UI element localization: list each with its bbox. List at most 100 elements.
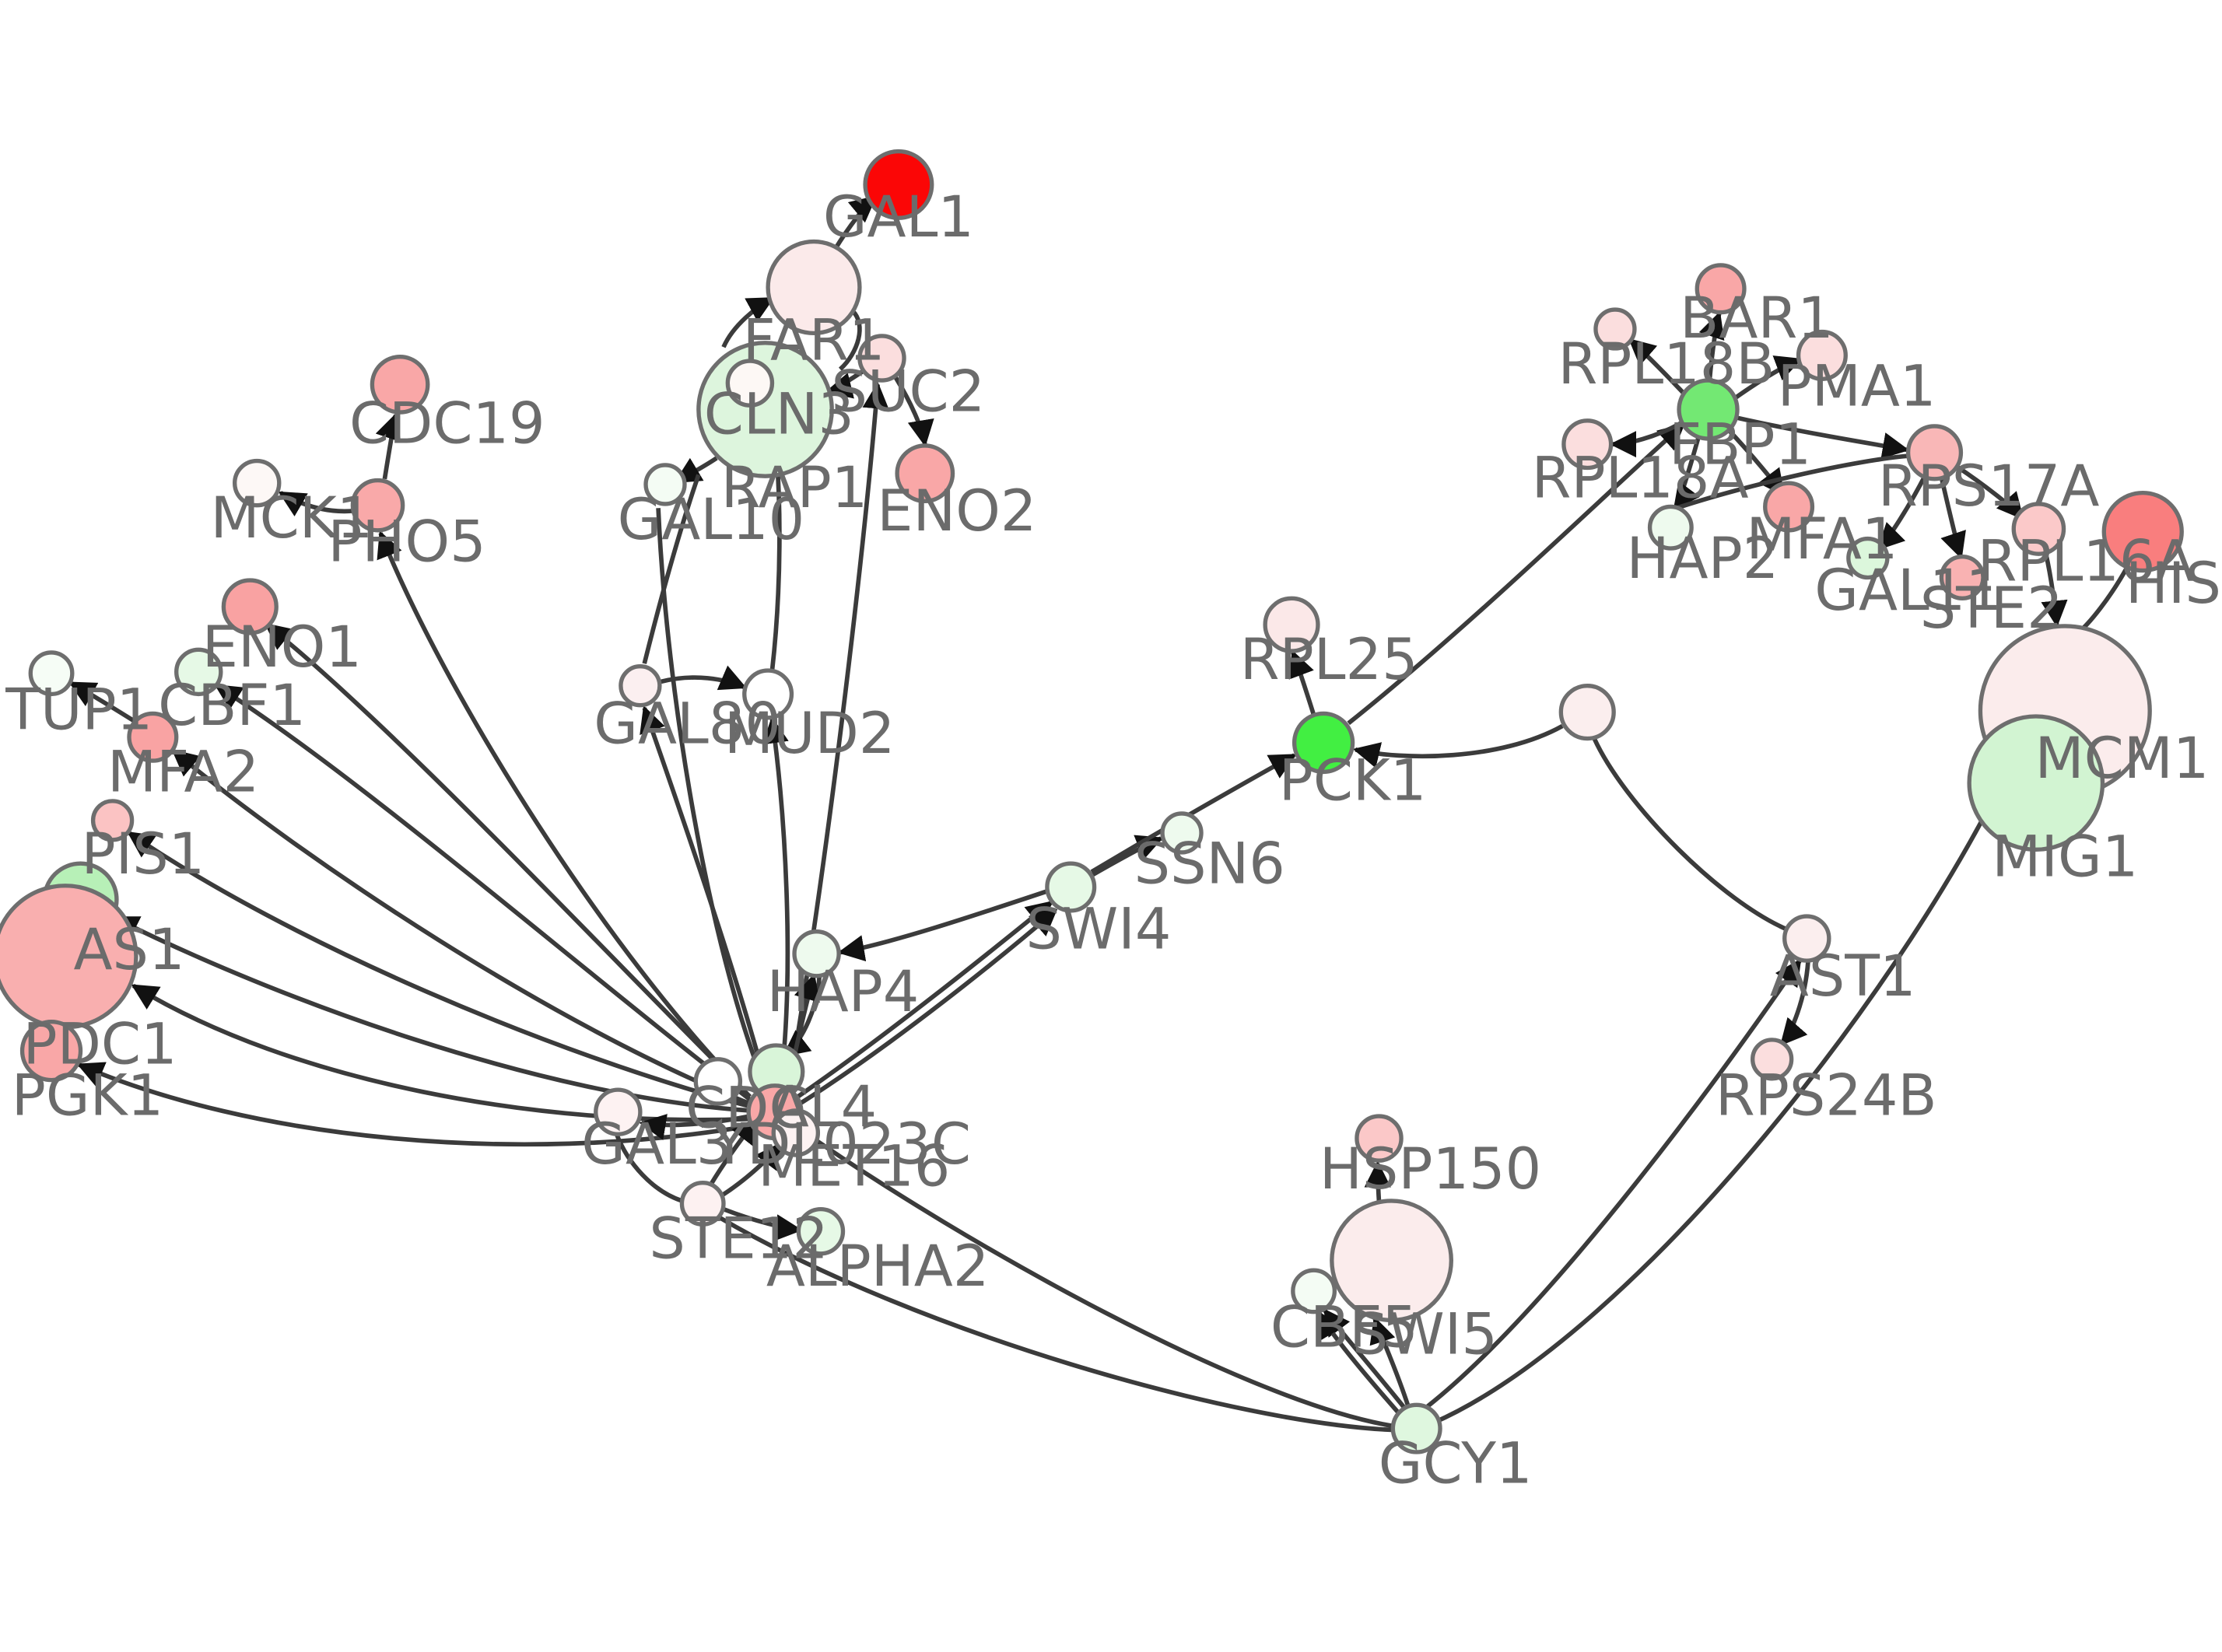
graph-node-hsp150[interactable] [1355, 1114, 1404, 1163]
node-label-ste12: STE12 [649, 1206, 828, 1272]
graph-edge [127, 831, 751, 1109]
node-label-alpha2: ALPHA2 [766, 1234, 990, 1300]
graph-node-rpl25[interactable] [1263, 596, 1320, 653]
node-label-gas1: AS1 [73, 917, 184, 983]
graph-edge [1426, 958, 1802, 1409]
graph-edge [1628, 338, 1687, 396]
graph-node-pgk1[interactable] [19, 1019, 83, 1083]
graph-edge [722, 1206, 803, 1241]
graph-node-swi5[interactable] [1330, 1199, 1454, 1323]
graph-edge [1347, 422, 1685, 726]
graph-node-rps24b[interactable] [1750, 1038, 1794, 1081]
graph-node-mfa2[interactable] [127, 711, 179, 763]
graph-node-rps17a[interactable] [1905, 424, 1964, 481]
node-label-swi4: SWI4 [1025, 896, 1171, 962]
node-label-hap4: HAP4 [767, 959, 920, 1025]
node-label-rpl18a: RPL18A [1532, 445, 1749, 511]
node-label-rap1: RAP1 [721, 455, 868, 521]
node-label-gal4: AL4 [770, 1074, 877, 1140]
graph-node-cdcwhite[interactable] [693, 1057, 743, 1106]
graph-node-ste12[interactable] [679, 1181, 726, 1227]
graph-node-mck1[interactable] [232, 458, 282, 508]
graph-node-hap4[interactable] [792, 929, 841, 978]
node-label-mfa1: MFA1 [1746, 506, 1898, 572]
graph-node-mfa1[interactable] [1763, 481, 1815, 533]
node-label-pdc1: PDC1 [23, 1012, 177, 1078]
node-label-cbf1: CBF1 [158, 673, 306, 739]
node-label-gcy1: GCY1 [1379, 1431, 1533, 1497]
node-label-mfa2: MFA2 [107, 740, 259, 806]
graph-edge [1432, 754, 2017, 1426]
node-label-ast1: AST1 [1770, 943, 1916, 1010]
graph-node-tup1[interactable] [28, 650, 75, 697]
graph-node-alpha2[interactable] [796, 1206, 846, 1256]
graph-node-rpl16a[interactable] [2011, 502, 2066, 556]
graph-node-fbp1[interactable] [1677, 378, 1740, 441]
graph-node-gal80[interactable] [619, 664, 662, 708]
node-label-gal80: GAL80 [594, 691, 781, 757]
node-label-bar1: BAR1 [1680, 285, 1834, 352]
graph-node-swi4[interactable] [1045, 861, 1097, 913]
graph-edge [278, 491, 355, 516]
node-label-ssn6: SSN6 [1134, 831, 1285, 898]
node-label-tup1: TUP1 [5, 677, 152, 743]
graph-edge [2041, 551, 2068, 628]
graph-node-cbf5[interactable] [1291, 1268, 1337, 1314]
graph-node-gal11[interactable] [1846, 536, 1890, 580]
graph-node-gal3[interactable] [594, 1087, 643, 1136]
graph-node-suc2[interactable] [857, 334, 906, 383]
graph-edge [721, 296, 775, 348]
node-label-gal3: GAL3 [581, 1111, 732, 1178]
graph-node-cbf1[interactable] [174, 647, 223, 697]
node-label-rps24b: RPS24B [1716, 1063, 1937, 1129]
node-label-fbp1: FBP1 [1669, 412, 1811, 478]
node-label-hap2: HAP2 [1627, 526, 1779, 592]
graph-node-bar1[interactable] [1695, 263, 1747, 315]
graph-node-gal10[interactable] [643, 463, 687, 506]
graph-node-gal1[interactable] [863, 149, 934, 220]
graph-node-cdc19[interactable] [370, 355, 430, 415]
graph-node-gcy1[interactable] [1390, 1402, 1442, 1454]
graph-node-rpl18b[interactable] [1593, 307, 1637, 351]
graph-edge [838, 309, 862, 371]
node-label-met16: MET16 [758, 1134, 950, 1200]
graph-node-mig1[interactable] [1967, 714, 2105, 852]
graph-node-mud2[interactable] [742, 668, 794, 720]
graph-edge [893, 376, 934, 447]
graph-node-unlab1[interactable] [1558, 684, 1616, 741]
node-label-cdc19: CDC19 [349, 391, 545, 457]
graph-edge [718, 1215, 1392, 1433]
graph-node-pck1[interactable] [1291, 711, 1355, 775]
node-label-rpl25: RPL25 [1240, 627, 1418, 693]
node-label-mcm1: MCM1 [2035, 726, 2210, 792]
node-label-gal11: GAL11 [1814, 558, 2002, 624]
graph-node-pis1[interactable] [90, 799, 135, 842]
graph-edge [642, 474, 701, 664]
graph-node-eno1[interactable] [221, 578, 279, 635]
graph-edge [660, 665, 747, 691]
node-label-far1: FAR1 [743, 308, 885, 374]
node-label-ydl023c: YDL023C [711, 1111, 971, 1178]
graph-node-pma1[interactable] [1796, 329, 1848, 381]
graph-node-hap2[interactable] [1647, 504, 1694, 551]
graph-node-rpl18a[interactable] [1561, 418, 1614, 471]
graph-edge [1652, 453, 1917, 519]
node-label-mig1: MIG1 [1992, 824, 2138, 891]
node-label-pma1: PMA1 [1778, 354, 1936, 420]
graph-node-ydl023c[interactable] [771, 1108, 821, 1157]
node-label-cdclabel: CDC [685, 1076, 809, 1142]
node-label-gal10: GAL10 [618, 487, 805, 553]
node-label-suc2: SUC2 [832, 359, 986, 425]
graph-node-eno2[interactable] [895, 443, 955, 504]
graph-edge [377, 530, 752, 1099]
graph-node-pho5[interactable] [350, 478, 405, 533]
graph-node-ste2[interactable] [1939, 555, 1985, 600]
graph-node-ssn6[interactable] [1160, 811, 1204, 855]
graph-node-far1[interactable] [766, 239, 862, 336]
graph-edge [762, 716, 790, 1087]
graph-node-ast1[interactable] [1782, 914, 1831, 963]
graph-edge [1364, 1160, 1391, 1202]
graph-node-rap1[interactable] [725, 359, 775, 408]
graph-node-his4[interactable] [2101, 490, 2184, 573]
